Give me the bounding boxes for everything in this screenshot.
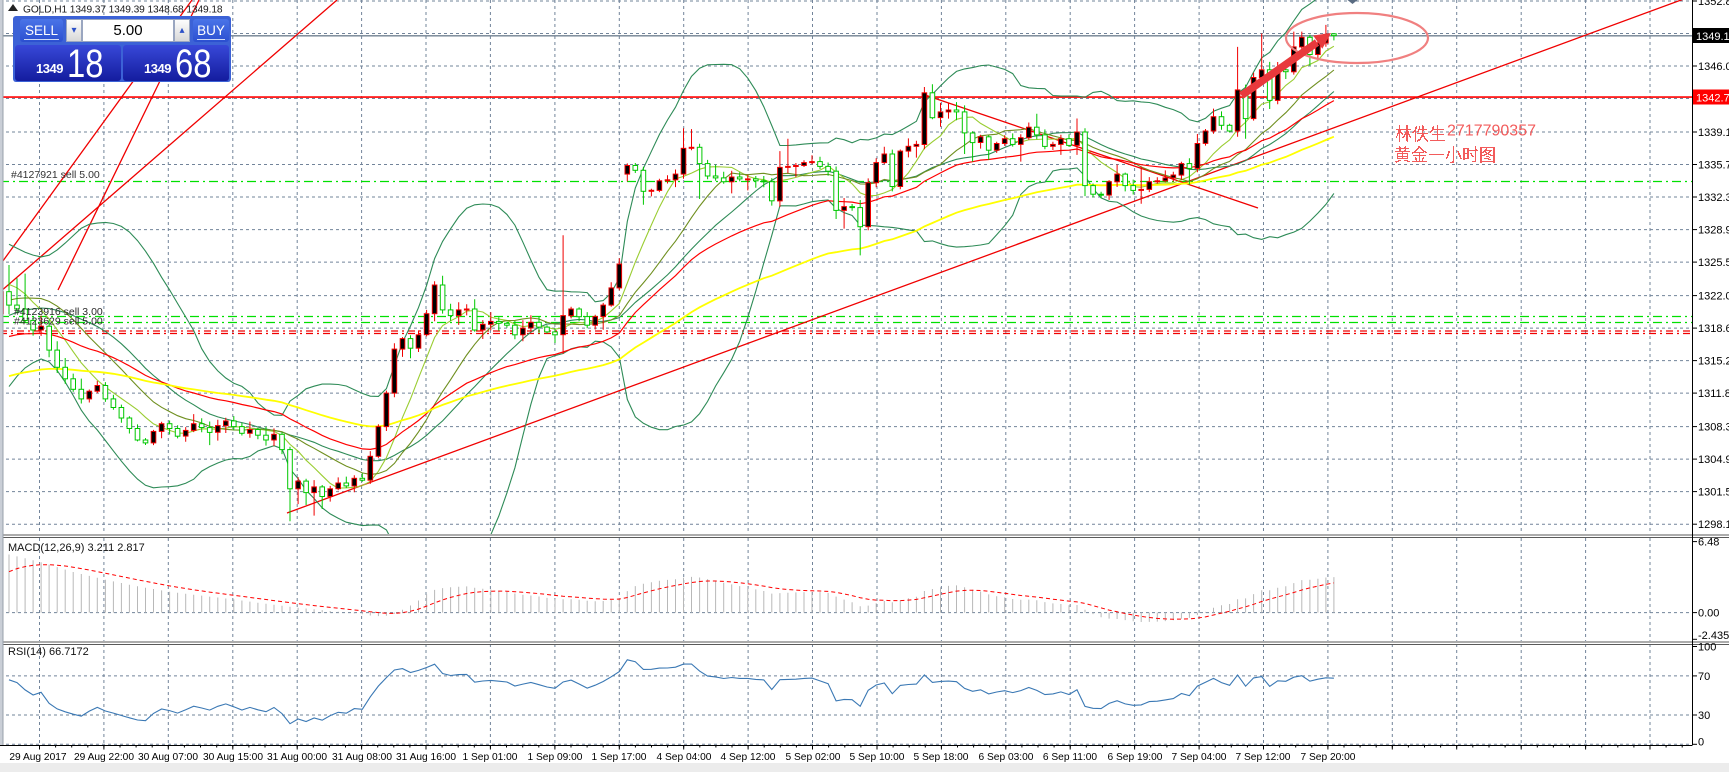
- svg-text:1349.18: 1349.18: [1696, 31, 1729, 43]
- svg-text:0.00: 0.00: [1698, 608, 1719, 620]
- svg-text:1 Sep 01:00: 1 Sep 01:00: [463, 752, 518, 763]
- svg-text:7 Sep 04:00: 7 Sep 04:00: [1172, 752, 1227, 763]
- svg-text:7 Sep 20:00: 7 Sep 20:00: [1301, 752, 1356, 763]
- svg-text:30 Aug 07:00: 30 Aug 07:00: [138, 752, 198, 763]
- svg-text:6 Sep 19:00: 6 Sep 19:00: [1108, 752, 1163, 763]
- svg-text:#4123629 sell 5.00: #4123629 sell 5.00: [14, 316, 103, 328]
- svg-text:1325.50: 1325.50: [1698, 257, 1729, 269]
- svg-text:#4123916 sell 3.00: #4123916 sell 3.00: [14, 306, 103, 318]
- svg-text:70: 70: [1698, 671, 1710, 683]
- svg-text:6.48: 6.48: [1698, 537, 1719, 549]
- svg-text:1 Sep 17:00: 1 Sep 17:00: [592, 752, 647, 763]
- svg-text:1308.30: 1308.30: [1698, 422, 1729, 434]
- svg-text:1346.00: 1346.00: [1698, 61, 1729, 73]
- svg-text:1322.00: 1322.00: [1698, 291, 1729, 303]
- svg-text:30: 30: [1698, 710, 1710, 722]
- svg-text:6 Sep 03:00: 6 Sep 03:00: [979, 752, 1034, 763]
- svg-text:1332.30: 1332.30: [1698, 192, 1729, 204]
- svg-text:1318.60: 1318.60: [1698, 323, 1729, 335]
- svg-text:0: 0: [1698, 736, 1704, 748]
- svg-text:4 Sep 04:00: 4 Sep 04:00: [657, 752, 712, 763]
- svg-text:1298.10: 1298.10: [1698, 519, 1729, 531]
- svg-text:1335.70: 1335.70: [1698, 160, 1729, 172]
- svg-text:-2.435: -2.435: [1698, 630, 1729, 642]
- svg-text:5 Sep 10:00: 5 Sep 10:00: [850, 752, 905, 763]
- svg-text:5 Sep 02:00: 5 Sep 02:00: [786, 752, 841, 763]
- svg-text:1315.20: 1315.20: [1698, 356, 1729, 368]
- svg-text:1 Sep 09:00: 1 Sep 09:00: [528, 752, 583, 763]
- svg-text:1304.90: 1304.90: [1698, 454, 1729, 466]
- svg-text:31 Aug 08:00: 31 Aug 08:00: [332, 752, 392, 763]
- svg-text:29 Aug 22:00: 29 Aug 22:00: [74, 752, 134, 763]
- svg-text:6 Sep 11:00: 6 Sep 11:00: [1043, 752, 1098, 763]
- svg-text:2717790357: 2717790357: [1447, 123, 1536, 140]
- svg-text:1328.90: 1328.90: [1698, 225, 1729, 237]
- svg-text:1339.10: 1339.10: [1698, 127, 1729, 139]
- svg-text:31 Aug 16:00: 31 Aug 16:00: [396, 752, 456, 763]
- svg-text:5 Sep 18:00: 5 Sep 18:00: [914, 752, 969, 763]
- svg-text:1352.80: 1352.80: [1698, 0, 1729, 8]
- svg-text:31 Aug 00:00: 31 Aug 00:00: [267, 752, 327, 763]
- svg-text:30 Aug 15:00: 30 Aug 15:00: [203, 752, 263, 763]
- svg-text:1301.50: 1301.50: [1698, 487, 1729, 499]
- svg-text:1311.80: 1311.80: [1698, 388, 1729, 400]
- svg-text:GOLD,H1 1349.37 1349.39 1348.: GOLD,H1 1349.37 1349.39 1348.68 1349.18: [23, 5, 223, 16]
- svg-text:MACD(12,26,9) 3.211 2.817: MACD(12,26,9) 3.211 2.817: [8, 542, 145, 554]
- svg-text:100: 100: [1698, 642, 1716, 654]
- svg-text:RSI(14) 66.7172: RSI(14) 66.7172: [8, 646, 89, 658]
- svg-text:29 Aug 2017: 29 Aug 2017: [9, 752, 67, 763]
- svg-text:7 Sep 12:00: 7 Sep 12:00: [1236, 752, 1291, 763]
- svg-text:1342.75: 1342.75: [1696, 93, 1729, 105]
- svg-text:4 Sep 12:00: 4 Sep 12:00: [721, 752, 776, 763]
- svg-text:#4127921 sell 5.00: #4127921 sell 5.00: [11, 169, 100, 181]
